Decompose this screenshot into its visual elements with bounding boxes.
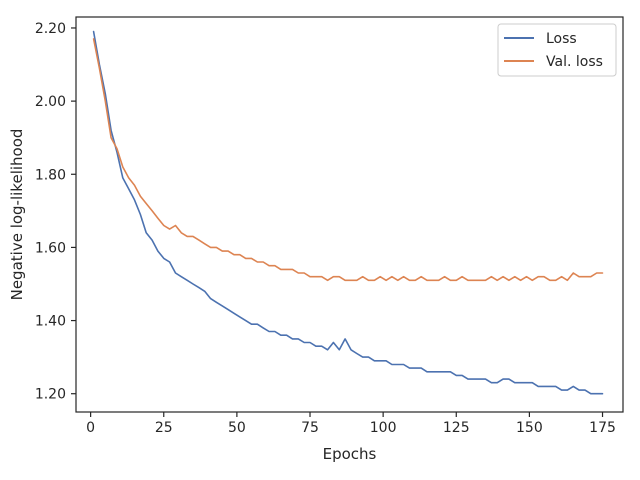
- x-axis: 0 25 50 75 100 125 150 175: [86, 412, 616, 436]
- x-tick-label: 125: [443, 420, 470, 436]
- legend-label-loss: Loss: [546, 31, 577, 47]
- x-tick-label: 175: [589, 420, 616, 436]
- legend-label-val-loss: Val. loss: [546, 54, 603, 70]
- y-axis: 1.20 1.40 1.60 1.80 2.00 2.20: [35, 21, 76, 403]
- x-tick-label: 150: [516, 420, 543, 436]
- x-axis-label: Epochs: [323, 445, 377, 463]
- series-line-loss: [92, 30, 604, 395]
- legend: Loss Val. loss: [497, 23, 617, 77]
- y-tick-label: 2.20: [35, 21, 66, 37]
- y-tick-label: 2.00: [35, 94, 66, 110]
- y-axis-label: Negative log-likelihood: [8, 129, 26, 301]
- x-tick-label: 25: [155, 420, 173, 436]
- x-tick-label: 0: [86, 420, 95, 436]
- y-tick-label: 1.60: [35, 240, 66, 256]
- series-line-val-loss: [92, 38, 604, 282]
- x-tick-label: 75: [301, 420, 319, 436]
- y-tick-label: 1.40: [35, 314, 66, 330]
- plot-frame: [75, 16, 624, 413]
- plot-lines: [92, 30, 604, 395]
- x-tick-label: 100: [370, 420, 397, 436]
- y-tick-label: 1.80: [35, 167, 66, 183]
- y-tick-label: 1.20: [35, 387, 66, 403]
- x-tick-label: 50: [228, 420, 246, 436]
